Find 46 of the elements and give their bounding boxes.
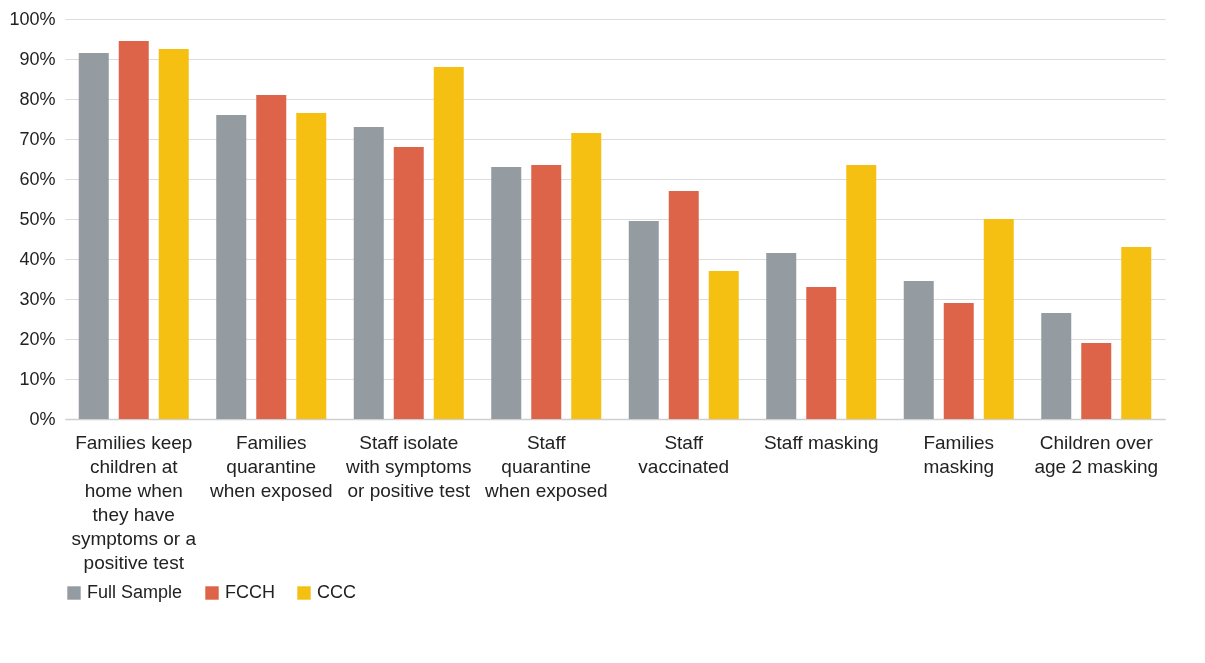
- bar: [628, 221, 659, 419]
- legend-label: CCC: [317, 582, 356, 602]
- x-tick-label: Children over age 2 masking: [1034, 431, 1159, 477]
- bar: [1041, 313, 1072, 419]
- y-tick-label: 90%: [19, 48, 56, 69]
- bar: [531, 165, 562, 419]
- bar: [433, 67, 464, 419]
- y-tick-label: 80%: [19, 88, 56, 109]
- bar: [983, 219, 1014, 419]
- bar: [393, 147, 424, 419]
- y-tick-label: 20%: [19, 328, 56, 349]
- bar: [491, 167, 522, 419]
- bar: [296, 113, 327, 419]
- y-tick-label: 50%: [19, 208, 56, 229]
- bar: [806, 287, 837, 419]
- y-tick-label: 10%: [19, 368, 56, 389]
- y-tick-label: 100%: [9, 8, 56, 29]
- x-tick-label: Staff isolate with symptoms or positive test: [344, 431, 472, 501]
- bar: [353, 127, 384, 419]
- y-tick-label: 40%: [19, 248, 56, 269]
- bar: [668, 191, 699, 419]
- bar: [1121, 247, 1152, 419]
- legend-label: Full Sample: [87, 582, 183, 602]
- bar: [78, 53, 109, 419]
- x-tick-label: Staff masking: [763, 431, 879, 453]
- x-tick-label: Families keep children at home when they have symptoms or a positive test: [71, 431, 197, 573]
- bar: [216, 115, 247, 419]
- y-tick-label: 70%: [19, 128, 56, 149]
- bar: [158, 49, 189, 419]
- y-tick-label: 60%: [19, 168, 56, 189]
- bar: [903, 281, 934, 419]
- y-tick-label: 0%: [29, 408, 56, 429]
- bar: [846, 165, 877, 419]
- y-tick-label: 30%: [19, 288, 56, 309]
- x-tick-label: Staff vaccinated: [638, 431, 730, 477]
- x-tick-label: Staff quarantine when exposed: [483, 431, 608, 501]
- bar: [571, 133, 602, 419]
- bar: [708, 271, 739, 419]
- x-tick-label: Families quarantine when exposed: [208, 431, 333, 501]
- bar: [256, 95, 287, 419]
- bar: [766, 253, 797, 419]
- bar: [118, 41, 149, 419]
- bar: [1081, 343, 1112, 419]
- bar: [943, 303, 974, 419]
- x-tick-label: Families masking: [923, 431, 995, 477]
- legend-label: FCCH: [225, 582, 275, 602]
